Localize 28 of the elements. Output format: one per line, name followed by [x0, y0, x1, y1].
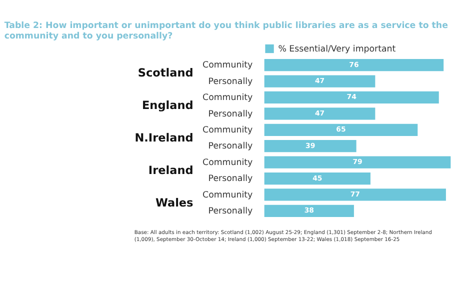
bar — [264, 188, 446, 201]
y-tick-label: Personally — [208, 109, 253, 120]
bar — [264, 75, 376, 88]
legend-label: % Essential/Very important — [278, 44, 396, 54]
y-tick-label: Personally — [208, 142, 253, 152]
y-tick-label: Community — [202, 158, 253, 168]
text: Scotland — [138, 66, 194, 80]
y-tick-label: Community — [202, 60, 253, 71]
bar — [264, 204, 354, 218]
bar — [264, 58, 444, 72]
y-tick-label: Personally — [208, 76, 253, 87]
text: community and to you personally? — [4, 31, 173, 42]
bar — [264, 124, 418, 136]
bar — [264, 140, 356, 152]
y-tick-label: Community — [202, 125, 253, 136]
bar — [264, 91, 439, 104]
y-tick-label: Community — [202, 190, 253, 200]
text: England — [142, 99, 194, 112]
bar — [264, 156, 451, 168]
text: Wales — [155, 196, 194, 210]
bar — [264, 172, 370, 185]
y-tick-label: Personally — [208, 174, 253, 184]
y-tick-label: Personally — [208, 206, 253, 217]
bar — [264, 108, 376, 120]
text: Ireland — [148, 164, 194, 177]
text: N.Ireland — [134, 132, 194, 145]
text: Table 2: How important or unimportant do you think public libraries are as a service to the — [4, 20, 448, 31]
y-tick-label: Community — [202, 93, 253, 104]
